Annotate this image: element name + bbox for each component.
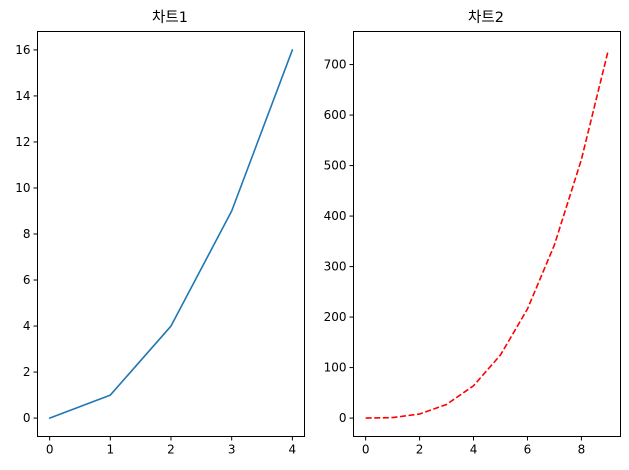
chart-2-axes-frame [353, 31, 621, 437]
chart-1-x-axis: 0 1 2 3 4 [46, 436, 297, 457]
chart-2-y-tick-label: 200 [324, 310, 347, 324]
chart-2-y-tick-label: 600 [324, 108, 347, 122]
chart-2-y-tick-label: 0 [339, 411, 347, 425]
chart-1-title: 차트1 [152, 9, 188, 26]
chart-1-x-tick-label: 1 [106, 443, 114, 457]
chart-1-y-tick-label: 10 [15, 181, 30, 195]
chart-2-y-tick-label: 700 [324, 58, 347, 72]
chart-2-y-tick-label: 400 [324, 209, 347, 223]
chart-1-x-tick-label: 0 [46, 443, 54, 457]
chart-1-x-tick-label: 4 [289, 443, 297, 457]
chart-1-series-line [48, 49, 294, 419]
chart-2-y-axis: 0 100 200 300 400 500 600 700 [324, 58, 354, 425]
chart-1-y-tick-label: 16 [15, 43, 30, 57]
chart-1-y-tick-label: 2 [23, 365, 31, 379]
chart-1-y-tick-label: 12 [15, 135, 30, 149]
chart-1-plot-area [48, 49, 294, 419]
chart-2-x-tick-label: 8 [578, 443, 586, 457]
chart-2: 차트2 0 2 4 6 8 0 100 200 300 400 500 600 700 [324, 9, 621, 457]
chart-1-y-tick-label: 4 [23, 319, 31, 333]
chart-2-x-axis: 0 2 4 6 8 [362, 436, 586, 457]
chart-2-series-line [365, 49, 610, 419]
chart-2-y-tick-label: 100 [324, 361, 347, 375]
chart-1-y-tick-label: 6 [23, 273, 31, 287]
chart-1-y-tick-label: 8 [23, 227, 31, 241]
chart-2-x-tick-label: 6 [524, 443, 532, 457]
chart-1-y-axis: 0 2 4 6 8 10 12 14 16 [15, 43, 38, 425]
chart-1-y-tick-label: 14 [15, 89, 30, 103]
chart-2-x-tick-label: 4 [470, 443, 478, 457]
chart-2-plot-area [365, 49, 610, 419]
chart-2-y-tick-label: 500 [324, 159, 347, 173]
chart-1-x-tick-label: 3 [228, 443, 236, 457]
chart-2-y-tick-label: 300 [324, 260, 347, 274]
chart-2-x-tick-label: 0 [362, 443, 370, 457]
chart-1-y-tick-label: 0 [23, 411, 31, 425]
chart-2-x-tick-label: 2 [416, 443, 424, 457]
chart-1-x-tick-label: 2 [167, 443, 175, 457]
chart-2-title: 차트2 [468, 9, 504, 26]
